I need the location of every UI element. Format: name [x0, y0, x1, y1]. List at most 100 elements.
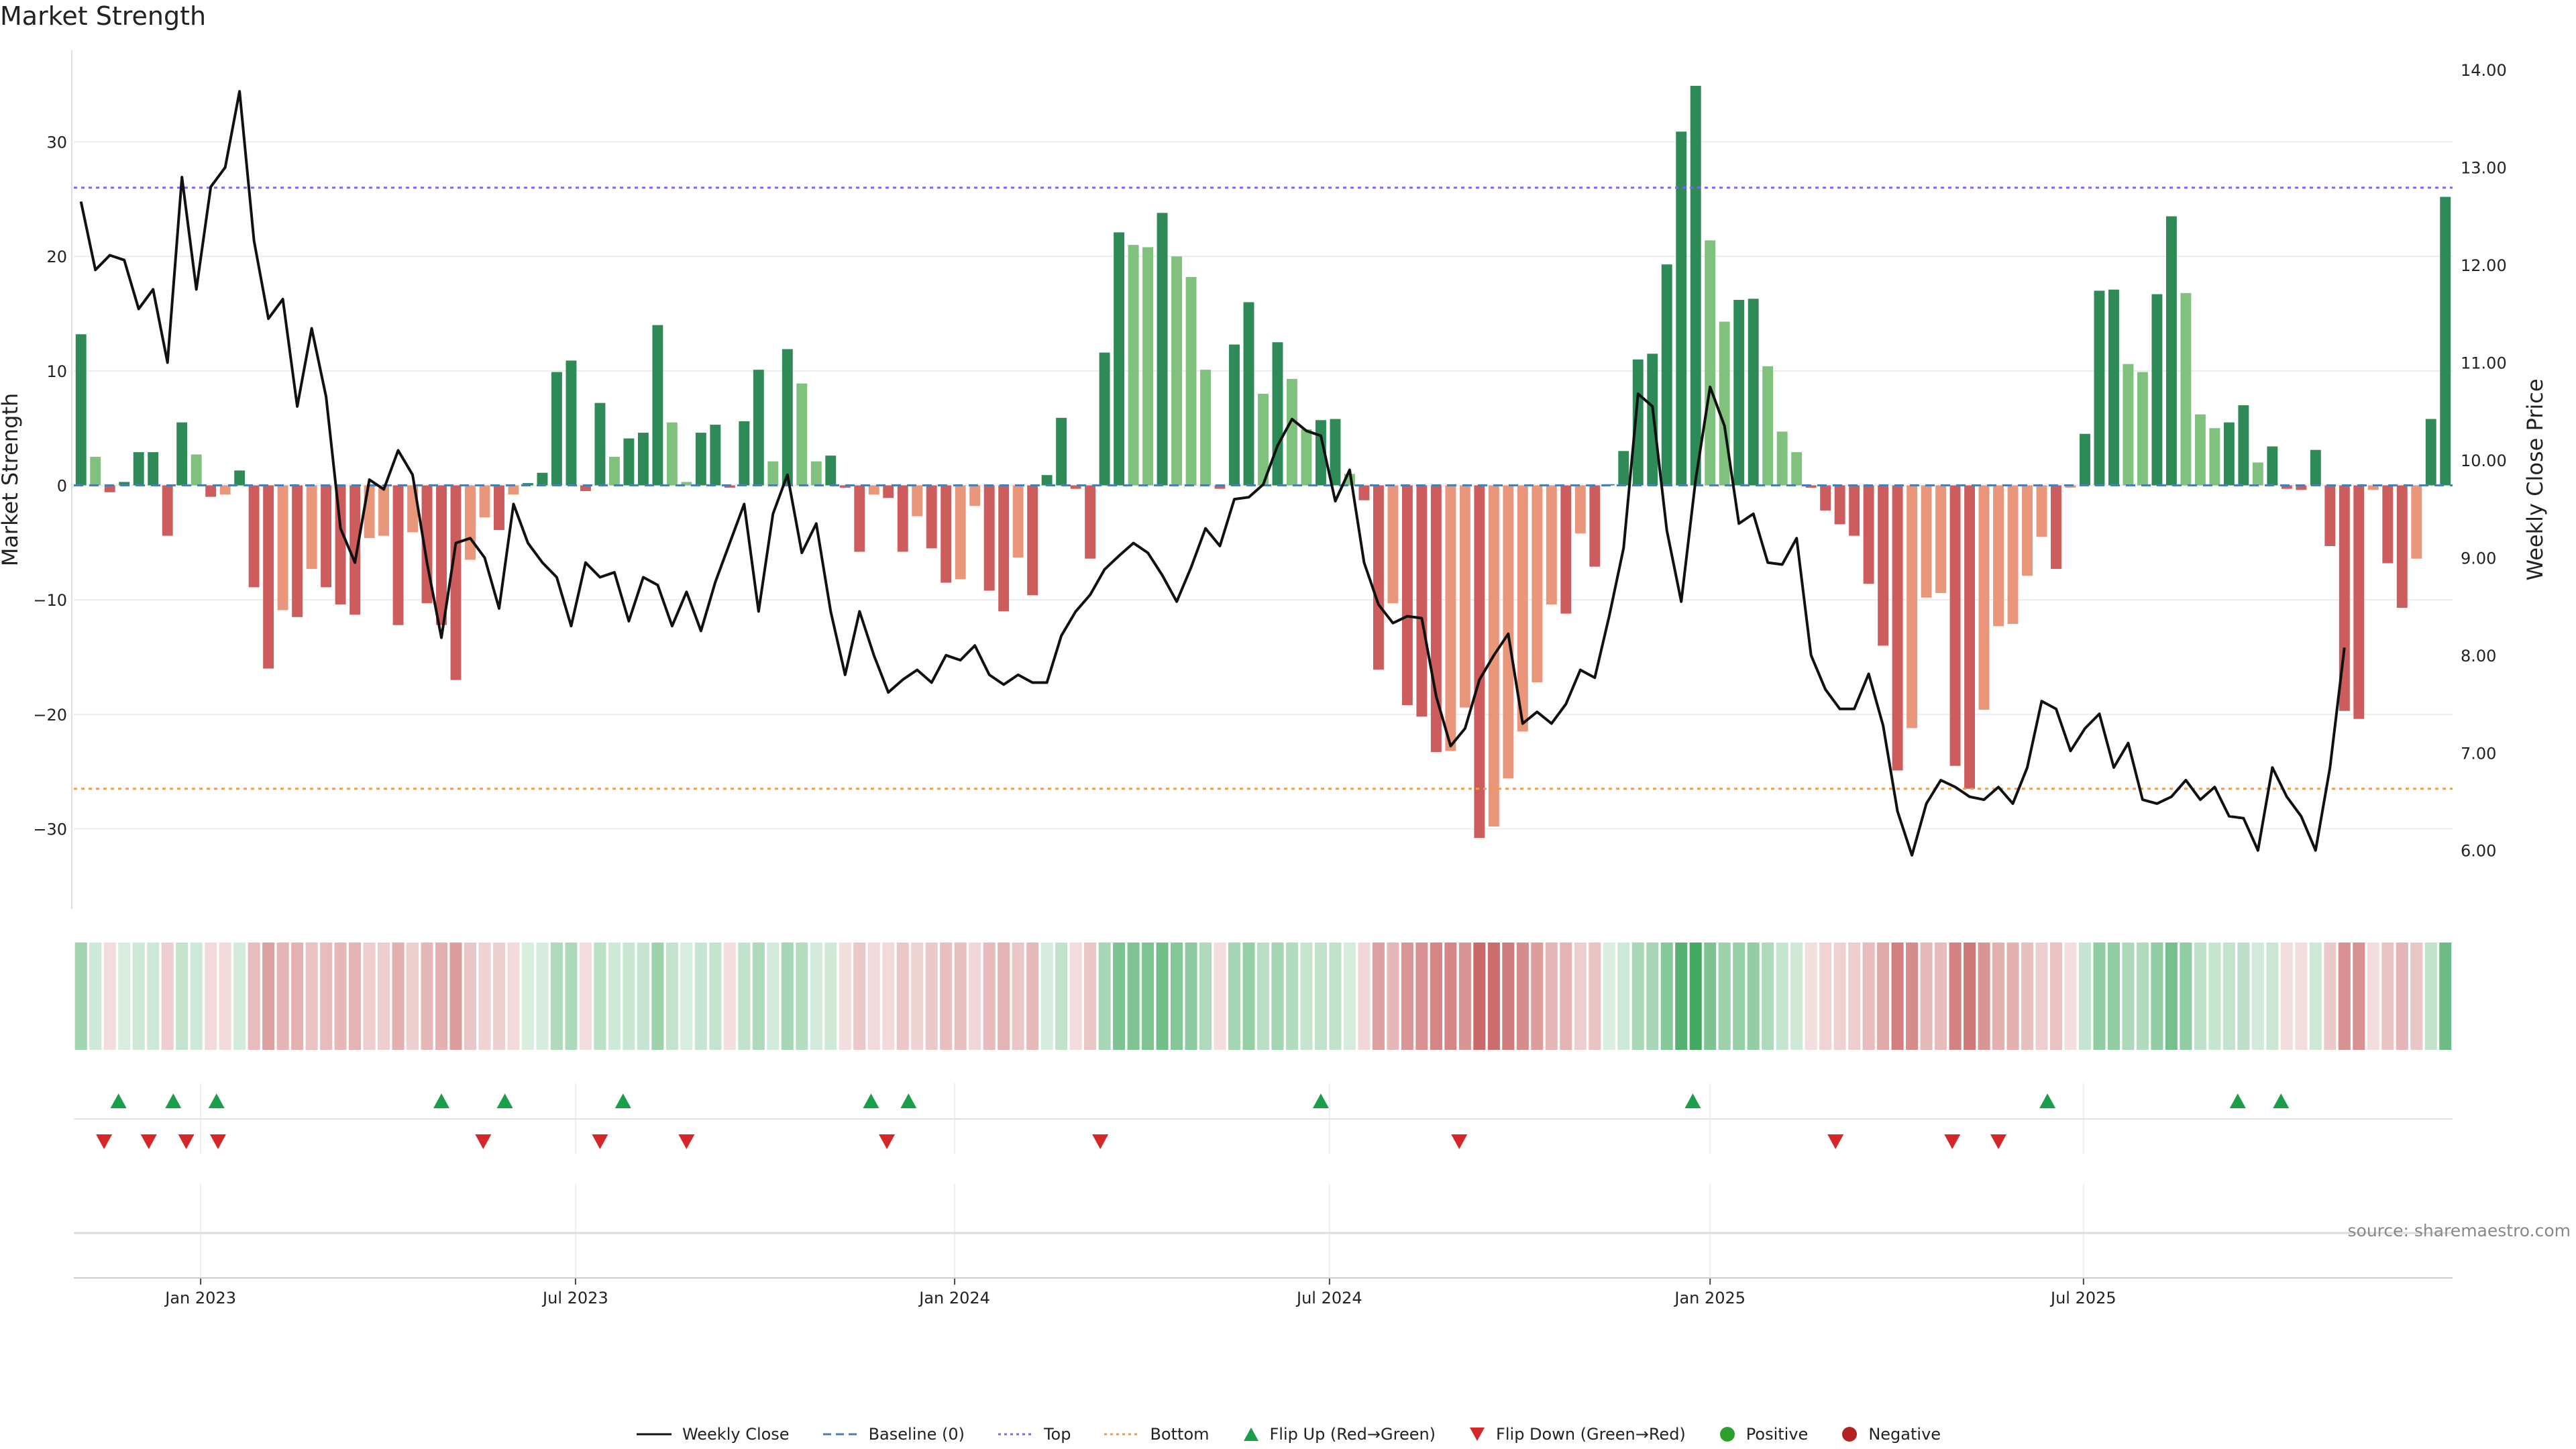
flip-up-marker — [1312, 1093, 1329, 1108]
strength-bar — [1560, 485, 1572, 614]
strength-heat-strip — [74, 943, 2452, 1050]
strength-bar — [1748, 299, 1759, 486]
strength-bar — [1316, 420, 1326, 486]
strength-bar — [2209, 428, 2220, 486]
flip-up-marker — [614, 1093, 631, 1108]
strength-bar — [753, 370, 764, 486]
strip-cell — [1401, 943, 1413, 1050]
strength-bar — [681, 482, 692, 486]
strength-bar — [1373, 485, 1384, 670]
strength-bar — [479, 485, 490, 518]
strength-bar — [1070, 485, 1081, 489]
strip-cell — [1790, 943, 1803, 1050]
legend-item-baseline: Baseline (0) — [822, 1425, 965, 1444]
strip-cell — [1242, 943, 1255, 1050]
strength-bar — [796, 383, 808, 486]
strength-bar — [883, 485, 894, 498]
strength-bar — [2065, 485, 2076, 488]
strip-cell — [1113, 943, 1126, 1050]
strip-cell — [349, 943, 362, 1050]
strength-bar — [2223, 422, 2235, 486]
strength-bar — [1387, 485, 1399, 604]
flip-down-marker — [1944, 1134, 1961, 1149]
legend-item-positive: Positive — [1718, 1425, 1808, 1444]
x-tick-label: Jul 2024 — [1295, 1289, 1362, 1307]
strength-bar — [2296, 485, 2307, 490]
strength-bar — [176, 422, 188, 486]
strip-cell — [565, 943, 578, 1050]
strength-bar — [1517, 485, 1528, 732]
strength-bar — [1012, 485, 1024, 558]
strength-bar — [2094, 290, 2105, 486]
strip-cell — [665, 943, 678, 1050]
strip-cell — [1531, 943, 1544, 1050]
strip-cell — [2122, 943, 2135, 1050]
flip-down-marker — [879, 1134, 896, 1149]
strip-cell — [378, 943, 390, 1050]
strip-cell — [2338, 943, 2351, 1050]
strength-bar — [1949, 485, 1961, 766]
strip-cell — [2180, 943, 2192, 1050]
strength-bar — [825, 455, 837, 486]
strength-bar — [1258, 394, 1269, 486]
strength-bar — [378, 485, 390, 536]
strength-bar — [523, 483, 533, 486]
strip-cell — [623, 943, 635, 1050]
market-strength-chart: −30 −20 −10 0 10 20 30 6.00 7.00 8.00 9.00 10.00 11.… — [0, 50, 2571, 1307]
strip-cell — [637, 943, 649, 1050]
source-label: source: sharemaestro.com — [2348, 1221, 2571, 1240]
strength-bar — [2367, 485, 2379, 490]
strength-bar — [494, 485, 504, 531]
strip-cell — [205, 943, 217, 1050]
strength-bar — [1330, 419, 1341, 486]
strength-bar — [724, 485, 735, 488]
triangle-up-icon — [1243, 1428, 1258, 1441]
strip-cell — [478, 943, 491, 1050]
strip-cell — [1487, 943, 1500, 1050]
strip-cell — [1214, 943, 1226, 1050]
strength-bar — [1532, 485, 1543, 683]
date-axis: Jan 2023 Jul 2023 Jan 2024 Jul 2024 Jan 2025… — [74, 1184, 2453, 1307]
strip-cell — [1502, 943, 1515, 1050]
strip-cell — [1747, 943, 1760, 1050]
strip-cell — [853, 943, 866, 1050]
strength-bar — [263, 485, 274, 669]
strip-cell — [1704, 943, 1717, 1050]
strip-cell — [1833, 943, 1846, 1050]
strip-cell — [882, 943, 895, 1050]
strength-bar — [1589, 485, 1601, 567]
strength-bar — [2396, 485, 2408, 608]
strip-cell — [810, 943, 822, 1050]
strip-cell — [651, 943, 664, 1050]
strength-bar — [1964, 485, 1976, 789]
strip-cell — [738, 943, 751, 1050]
flip-down-marker — [475, 1134, 492, 1149]
strip-cell — [435, 943, 448, 1050]
strength-bar — [1056, 417, 1067, 486]
strip-cell — [248, 943, 260, 1050]
flip-up-marker — [1684, 1093, 1701, 1108]
strength-bar — [537, 472, 548, 486]
page-title: Market Strength — [0, 1, 207, 31]
strip-cell — [694, 943, 707, 1050]
strength-bar — [2180, 292, 2192, 486]
strip-cell — [2093, 943, 2106, 1050]
y-tick-label: 20 — [46, 248, 67, 266]
strength-bar — [234, 470, 246, 486]
flip-down-marker — [96, 1134, 113, 1149]
strip-cell — [2410, 943, 2423, 1050]
circle-icon — [1719, 1427, 1735, 1442]
x-tick-label: Jan 2023 — [164, 1289, 236, 1307]
strip-cell — [1012, 943, 1024, 1050]
strip-cell — [2222, 943, 2235, 1050]
strip-cell — [1603, 943, 1615, 1050]
strength-bar — [364, 485, 375, 539]
strip-cell — [407, 943, 419, 1050]
legend-item-bottom: Bottom — [1103, 1425, 1210, 1444]
strip-cell — [421, 943, 433, 1050]
strip-cell — [2208, 943, 2221, 1050]
x-tick-label: Jan 2024 — [918, 1289, 990, 1307]
strength-bar — [1157, 213, 1168, 486]
strip-cell — [1285, 943, 1299, 1050]
strip-cell — [1055, 943, 1068, 1050]
